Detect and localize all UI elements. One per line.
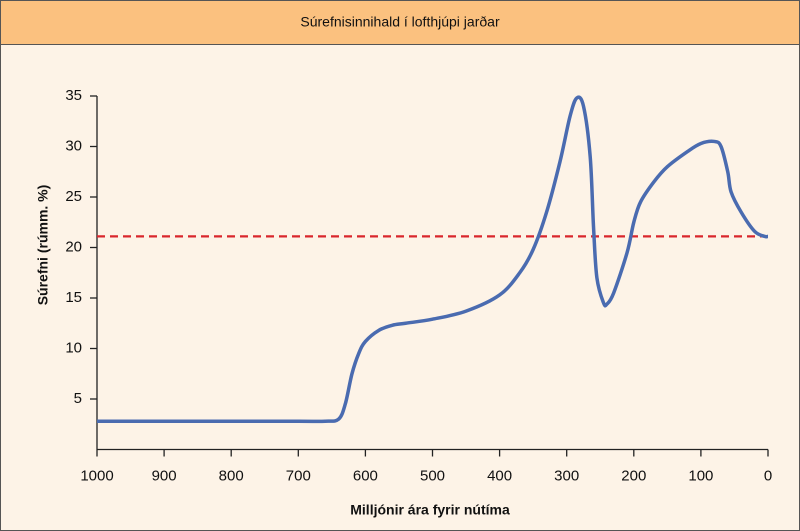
y-axis-title: Súrefni (rúmm. %) xyxy=(35,185,51,306)
x-axis-title: Milljónir ára fyrir nútíma xyxy=(350,502,510,518)
y-tick-label: 5 xyxy=(74,390,82,407)
y-tick-label: 15 xyxy=(65,289,82,306)
y-tick-label: 30 xyxy=(65,137,82,154)
data-line xyxy=(96,95,769,424)
y-tick-label: 35 xyxy=(65,87,82,104)
x-tick-label: 900 xyxy=(152,467,177,484)
x-tick-label: 300 xyxy=(554,467,579,484)
x-tick-label: 600 xyxy=(353,467,378,484)
y-tick-label: 10 xyxy=(65,339,82,356)
title-bar xyxy=(0,0,800,45)
x-tick-label: 800 xyxy=(219,467,244,484)
x-tick-label: 400 xyxy=(487,467,512,484)
x-tick-label: 0 xyxy=(764,467,772,484)
y-tick-label: 20 xyxy=(65,238,82,255)
x-tick-label: 100 xyxy=(688,467,713,484)
x-tick-label: 700 xyxy=(286,467,311,484)
x-tick-label: 500 xyxy=(420,467,445,484)
x-tick-label: 200 xyxy=(621,467,646,484)
y-tick-label: 25 xyxy=(65,188,82,205)
chart-title: Súrefnisinnihald í lofthjúpi jarðar xyxy=(300,14,500,30)
x-tick-label: 1000 xyxy=(80,467,113,484)
